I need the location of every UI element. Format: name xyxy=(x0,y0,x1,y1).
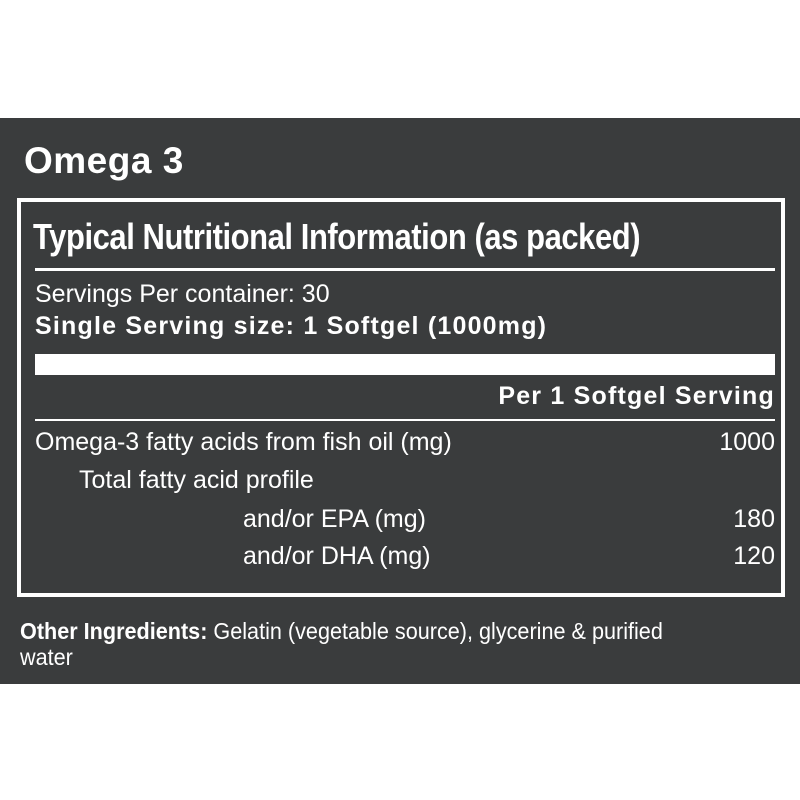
row-label: Total fatty acid profile xyxy=(79,466,314,494)
divider xyxy=(35,419,775,421)
row-value: 120 xyxy=(733,542,775,570)
table-row: Omega-3 fatty acids from fish oil (mg) 1… xyxy=(35,428,775,457)
row-label: and/or DHA (mg) xyxy=(243,542,431,570)
table-row: and/or EPA (mg) 180 xyxy=(35,505,775,534)
row-label: Omega-3 fatty acids from fish oil (mg) xyxy=(35,428,452,456)
row-value: 180 xyxy=(733,505,775,533)
column-header: Per 1 Softgel Serving xyxy=(498,382,775,410)
table-row: Total fatty acid profile xyxy=(35,466,775,495)
servings-per-container: Servings Per container: 30 xyxy=(35,280,330,308)
table-row: and/or DHA (mg) 120 xyxy=(35,542,775,571)
label-panel: Omega 3 Typical Nutritional Information … xyxy=(0,118,800,684)
serving-size: Single Serving size: 1 Softgel (1000mg) xyxy=(35,312,548,340)
other-ingredients-label: Other Ingredients: xyxy=(20,618,208,644)
nutrition-table: Typical Nutritional Information (as pack… xyxy=(17,198,785,597)
thick-divider xyxy=(35,354,775,375)
row-value: 1000 xyxy=(719,428,775,456)
other-ingredients-text: Gelatin (vegetable source), glycerine & … xyxy=(20,618,663,670)
nutrition-heading: Typical Nutritional Information (as pack… xyxy=(33,216,641,257)
other-ingredients: Other Ingredients: Gelatin (vegetable so… xyxy=(20,618,678,670)
product-title: Omega 3 xyxy=(24,140,184,181)
divider xyxy=(35,268,775,271)
row-label: and/or EPA (mg) xyxy=(243,505,426,533)
